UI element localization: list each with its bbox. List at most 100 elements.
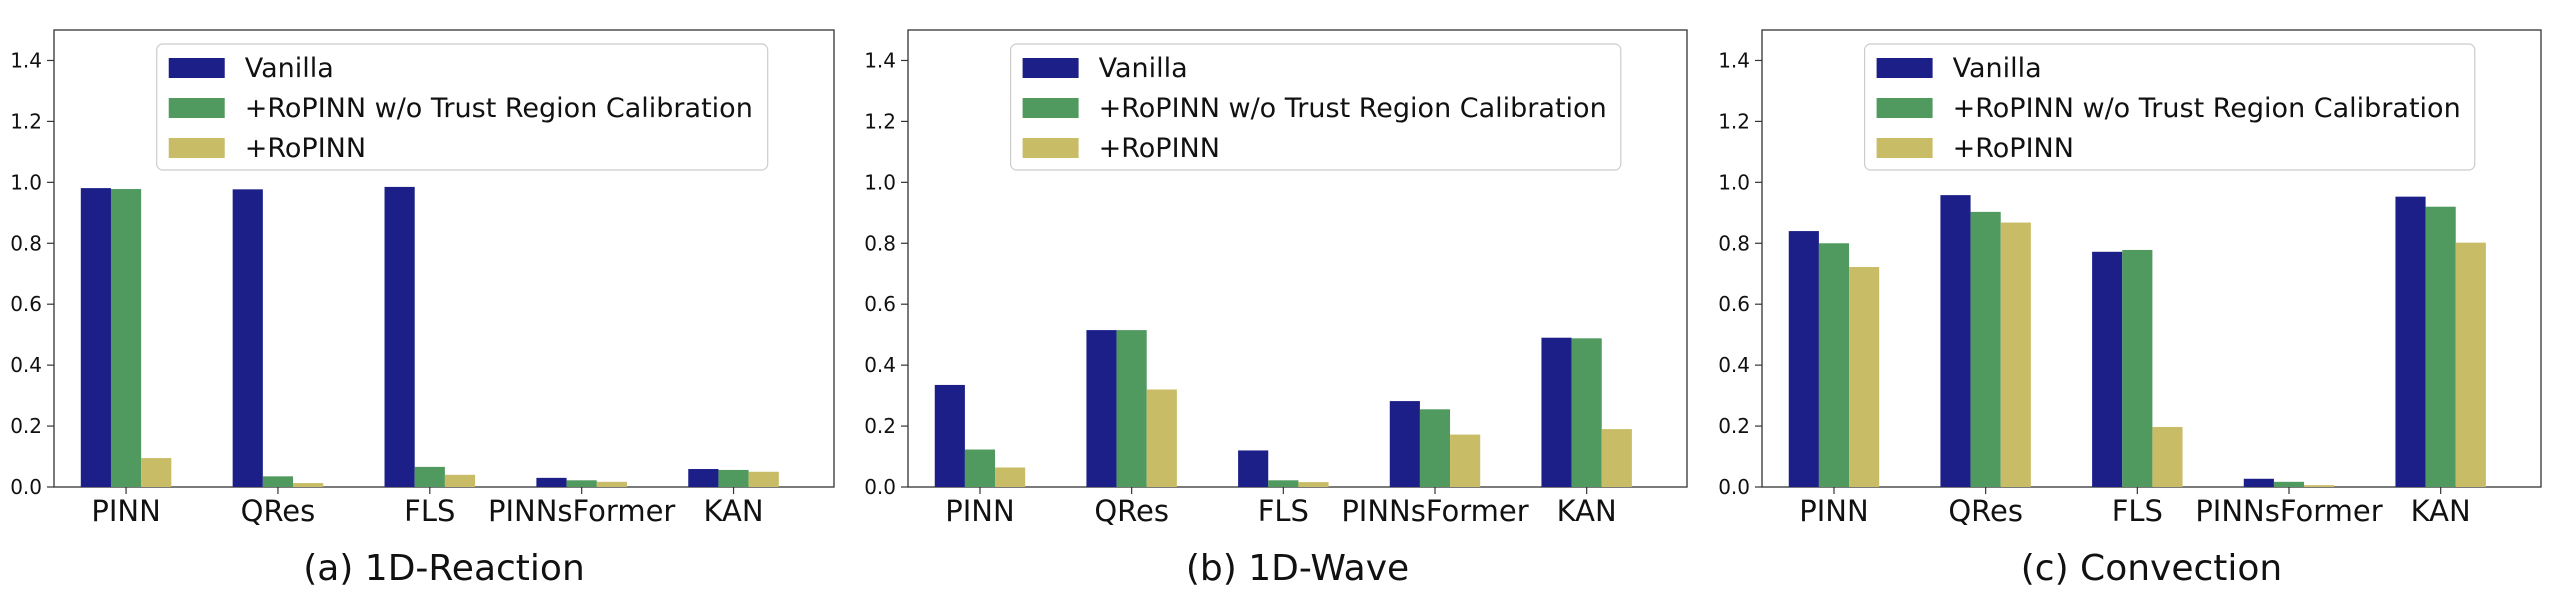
bar-kan-series-2	[1571, 338, 1602, 487]
legend-label: Vanilla	[1953, 53, 2042, 84]
bar-pinn-series-3	[141, 458, 172, 487]
bar-fls-series-3	[1298, 482, 1329, 487]
bar-fls-series-2	[1268, 480, 1299, 487]
y-tick-label: 1.0	[1718, 170, 1750, 194]
bar-pinnsformer-series-1	[536, 477, 567, 487]
y-tick-label: 0.6	[864, 292, 896, 316]
x-tick-label: FLS	[404, 494, 455, 528]
bar-fls-series-1	[384, 186, 415, 488]
y-tick-label: 0.6	[1718, 292, 1750, 316]
bar-kan-series-2	[2425, 206, 2456, 487]
chart-title: (b) 1D-Wave	[1186, 548, 1409, 589]
y-tick-label: 0.0	[864, 475, 896, 499]
bar-qres-series-1	[1940, 195, 1971, 487]
legend-label: +RoPINN w/o Trust Region Calibration	[245, 93, 753, 124]
bar-qres-series-3	[1146, 389, 1177, 487]
legend-swatch	[1876, 138, 1933, 158]
bar-fls-series-2	[414, 466, 445, 487]
bar-qres-series-2	[1970, 211, 2001, 488]
x-tick-label: PINNsFormer	[1341, 494, 1528, 528]
y-tick-label: 1.0	[10, 170, 42, 194]
legend-swatch	[1022, 58, 1079, 78]
bar-pinnsformer-series-2	[566, 480, 597, 487]
chart-title: (a) 1D-Reaction	[303, 548, 585, 589]
bar-kan-series-1	[2395, 196, 2426, 488]
bar-fls-series-1	[1238, 450, 1269, 487]
bar-fls-series-3	[2152, 426, 2183, 487]
bar-pinn-series-1	[934, 384, 965, 487]
bar-kan-series-1	[688, 469, 719, 487]
y-tick-label: 0.4	[1718, 353, 1750, 377]
y-tick-label: 0.2	[864, 414, 896, 438]
y-tick-label: 0.8	[10, 231, 42, 255]
x-tick-label: PINNsFormer	[488, 494, 675, 528]
legend: Vanilla +RoPINN w/o Trust Region Calibrat…	[1009, 43, 1622, 171]
y-tick-label: 0.0	[10, 475, 42, 499]
y-tick-label: 0.2	[1718, 414, 1750, 438]
legend-label: +RoPINN	[245, 133, 366, 164]
legend-box	[1009, 43, 1622, 171]
x-tick-label: FLS	[1258, 494, 1309, 528]
y-tick-label: 0.2	[10, 414, 42, 438]
bar-kan-series-3	[2455, 242, 2486, 487]
legend-swatch	[168, 98, 225, 118]
legend-label: +RoPINN	[1099, 133, 1220, 164]
y-tick-label: 1.2	[10, 109, 42, 133]
legend-label: +RoPINN	[1953, 133, 2074, 164]
y-tick-label: 1.4	[864, 48, 896, 72]
y-tick-label: 1.2	[864, 109, 896, 133]
bar-qres-series-3	[293, 483, 324, 487]
bar-qres-series-1	[1086, 330, 1117, 487]
legend-swatch	[1022, 98, 1079, 118]
x-tick-label: KAN	[2411, 494, 2471, 528]
bar-kan-series-3	[748, 471, 779, 487]
bar-pinn-series-2	[110, 189, 142, 487]
y-tick-label: 0.4	[10, 353, 42, 377]
legend: Vanilla +RoPINN w/o Trust Region Calibrat…	[156, 43, 769, 171]
bar-qres-series-2	[262, 476, 294, 487]
y-tick-label: 1.0	[864, 170, 896, 194]
x-tick-label: QRes	[1948, 494, 2023, 528]
bar-fls-series-2	[2122, 249, 2153, 487]
bar-qres-series-1	[232, 189, 263, 487]
y-tick-label: 1.4	[1718, 48, 1750, 72]
y-tick-label: 0.4	[864, 353, 896, 377]
bar-pinnsformer-series-2	[2273, 481, 2305, 487]
legend-label: Vanilla	[245, 53, 334, 84]
bar-pinn-series-3	[995, 467, 1026, 487]
legend-label: +RoPINN w/o Trust Region Calibration	[1953, 93, 2461, 124]
x-tick-label: PINN	[1799, 494, 1868, 528]
legend-box	[156, 43, 769, 171]
bar-pinn-series-2	[1818, 243, 1850, 487]
chart-title: (c) Convection	[2021, 548, 2283, 589]
bar-pinnsformer-series-3	[2304, 485, 2335, 487]
y-tick-label: 0.8	[1718, 231, 1750, 255]
x-tick-label: KAN	[704, 494, 764, 528]
bar-pinnsformer-series-1	[2243, 478, 2274, 487]
bar-fls-series-1	[2092, 251, 2123, 487]
x-tick-label: PINN	[91, 494, 160, 528]
y-tick-label: 1.4	[10, 48, 42, 72]
legend-box	[1863, 43, 2476, 171]
chart-panel-3: 0.0 0.2 0.4 0.6 0.8 1.0 1.2 1.4 PINN QRes FLS PINNs…	[1718, 29, 2542, 589]
bar-pinn-series-1	[80, 188, 111, 487]
legend: Vanilla +RoPINN w/o Trust Region Calibrat…	[1863, 43, 2476, 171]
bar-pinnsformer-series-3	[1450, 434, 1481, 487]
bar-kan-series-3	[1601, 429, 1632, 487]
chart-panel-1: 0.0 0.2 0.4 0.6 0.8 1.0 1.2 1.4 PINN QRes FLS PINNs…	[10, 29, 835, 589]
chart-panel-2: 0.0 0.2 0.4 0.6 0.8 1.0 1.2 1.4 PINN QRes FLS PINNs…	[864, 29, 1688, 589]
x-tick-label: PINNsFormer	[2195, 494, 2382, 528]
y-tick-label: 1.2	[1718, 109, 1750, 133]
legend-swatch	[1876, 58, 1933, 78]
legend-swatch	[1022, 138, 1079, 158]
bar-pinn-series-2	[964, 449, 996, 487]
y-tick-label: 0.0	[1718, 475, 1750, 499]
x-tick-label: KAN	[1557, 494, 1617, 528]
x-tick-label: QRes	[241, 494, 316, 528]
bar-pinnsformer-series-1	[1389, 401, 1420, 487]
bar-kan-series-2	[718, 469, 749, 487]
legend-swatch	[168, 138, 225, 158]
bar-qres-series-2	[1116, 330, 1147, 487]
